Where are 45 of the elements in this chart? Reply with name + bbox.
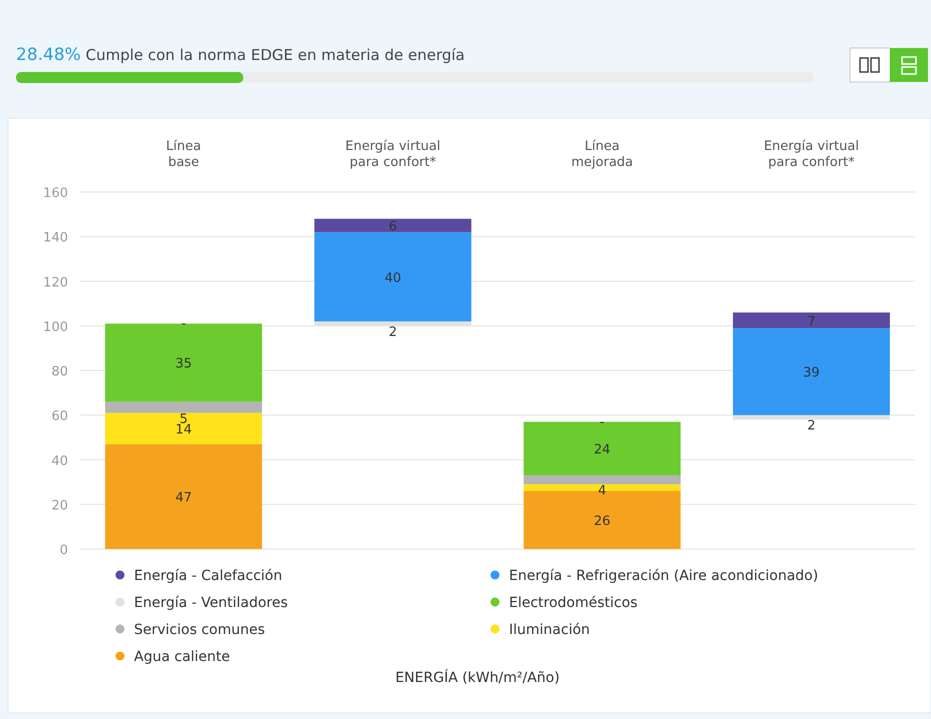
legend-label: Iluminación <box>509 622 590 638</box>
data-label: 2 <box>807 418 816 434</box>
bar <box>732 312 890 328</box>
bar <box>105 444 262 549</box>
y-tick-label: 0 <box>60 543 68 558</box>
y-tick-label: 140 <box>43 230 68 246</box>
y-tick-label: 60 <box>51 409 68 424</box>
x-tick-label: Línea mejorada <box>571 139 634 170</box>
data-label: 4 <box>598 483 606 498</box>
y-tick-label: 100 <box>43 320 68 335</box>
legend-label: Energía - Ventiladores <box>134 595 288 611</box>
y-tick-label: 80 <box>51 364 68 380</box>
y-tick-label: 40 <box>51 454 68 469</box>
data-label: 39 <box>803 366 820 381</box>
legend-label: Energía - Calefacción <box>134 568 282 584</box>
text: ENERGÍA (kWh/m²/Año) <box>395 669 560 686</box>
bar <box>314 218 472 232</box>
annotation: - <box>181 316 186 332</box>
bar <box>314 232 472 322</box>
data-label: 40 <box>384 270 402 286</box>
x-tick-label: Línea base <box>166 139 202 170</box>
bar <box>732 328 890 416</box>
legend-label: Energía - Refrigeración (Aire acondicionado) <box>509 568 818 584</box>
y-tick-label: 120 <box>43 275 68 290</box>
x-tick-label: Energía virtual para confort* <box>764 139 859 170</box>
data-label: 47 <box>175 490 192 506</box>
data-label: 24 <box>594 442 610 458</box>
legend-label: Agua caliente <box>134 649 230 665</box>
data-label: 35 <box>175 356 192 372</box>
y-tick-label: 20 <box>51 498 68 514</box>
legend-label: Electrodomésticos <box>509 595 638 611</box>
data-label: 2 <box>388 324 398 340</box>
bar <box>524 422 681 476</box>
legend-label: Servicios comunes <box>134 622 265 638</box>
y-tick-label: 160 <box>43 186 68 201</box>
data-label: 7 <box>807 314 816 330</box>
data-label: 26 <box>594 514 610 529</box>
bar <box>105 412 262 444</box>
chart-title: 28.48% Cumple con la norma EDGE en materia de energía <box>16 45 465 65</box>
annotation: - <box>600 414 605 430</box>
bar <box>524 475 681 484</box>
bar <box>105 402 262 413</box>
bar <box>105 324 262 402</box>
x-tick-label: Energía virtual para confort* <box>345 139 440 170</box>
data-label: 6 <box>388 219 398 234</box>
